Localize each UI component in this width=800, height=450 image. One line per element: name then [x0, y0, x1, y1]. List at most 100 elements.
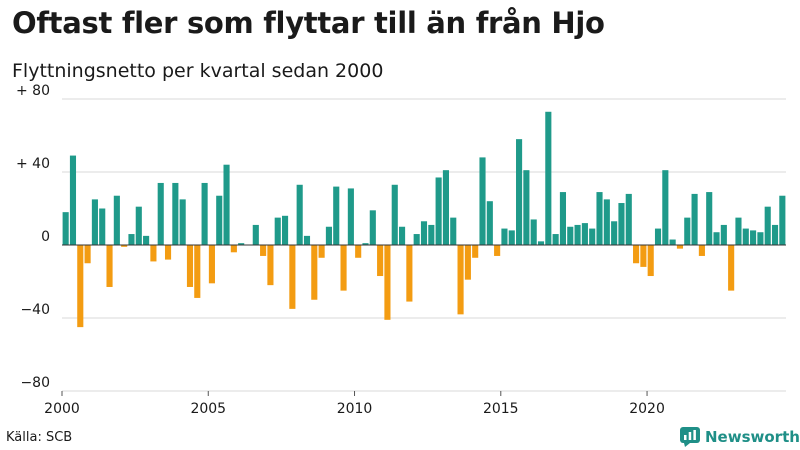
brand-logo: Newsworthy [680, 425, 800, 449]
bar [567, 226, 574, 245]
bar [735, 217, 742, 245]
bar [208, 245, 215, 284]
bar [545, 111, 552, 246]
bar [581, 223, 588, 245]
bar [106, 245, 113, 287]
bar [501, 228, 508, 245]
bar [377, 245, 384, 277]
x-tick-label: 2020 [629, 401, 665, 417]
y-axis-ticks: + 80 + 40 0 −40 −80 [16, 83, 50, 391]
y-tick-label: + 40 [16, 156, 50, 172]
bar [647, 245, 654, 277]
bar [713, 232, 720, 245]
bar [742, 228, 749, 245]
chart-subtitle: Flyttningsnetto per kvartal sedan 2000 [12, 60, 384, 82]
bar [494, 245, 501, 256]
bar [450, 217, 457, 245]
bar [172, 182, 179, 245]
bar [691, 193, 698, 245]
source-note: Källa: SCB [6, 430, 73, 445]
bar [150, 245, 157, 262]
y-tick-label: −40 [20, 302, 50, 318]
bar [186, 245, 194, 287]
bar [164, 245, 172, 260]
bar [457, 245, 464, 315]
bar [135, 206, 142, 245]
chart-title: Oftast fler som flyttar till än från Hjo [12, 6, 605, 40]
bar [91, 199, 98, 245]
bar [223, 164, 230, 245]
bar [479, 157, 486, 245]
bar [362, 243, 369, 245]
bar [654, 228, 662, 245]
bar [281, 215, 289, 245]
x-axis-ticks: 2000 2005 2010 2015 2020 [44, 391, 665, 417]
bar [406, 245, 413, 302]
x-tick-label: 2010 [337, 401, 373, 417]
bar [516, 139, 523, 245]
bar [318, 245, 325, 258]
bar [771, 224, 779, 245]
bar [69, 155, 77, 245]
bar [750, 230, 757, 245]
bar [274, 217, 281, 245]
bar [662, 170, 669, 245]
brand-name: Newsworthy [705, 428, 800, 446]
bar [369, 210, 376, 245]
bar [325, 226, 332, 245]
bar [559, 192, 567, 245]
bar [121, 245, 128, 247]
x-tick-label: 2000 [44, 401, 80, 417]
bar [530, 219, 537, 245]
bar [113, 195, 120, 245]
x-tick-label: 2005 [190, 401, 226, 417]
bar [157, 182, 164, 245]
bar [260, 245, 267, 256]
bar [252, 224, 259, 245]
x-tick-label: 2015 [483, 401, 519, 417]
bar [84, 245, 91, 264]
bar [603, 199, 610, 245]
bar [128, 234, 135, 245]
bar [472, 245, 479, 258]
newsworthy-logo-icon [680, 427, 700, 447]
bar [289, 245, 296, 309]
bar [676, 245, 684, 249]
bar [706, 192, 713, 245]
bar [201, 182, 208, 245]
bar [267, 245, 274, 286]
bar [179, 199, 186, 245]
bar [62, 212, 69, 245]
bar [230, 245, 237, 253]
bar [238, 243, 245, 245]
bar [303, 235, 311, 245]
bar [435, 177, 442, 245]
bar [442, 170, 449, 245]
bar [589, 228, 596, 245]
bar [720, 224, 727, 245]
bar [399, 226, 406, 245]
bar [523, 170, 530, 245]
bar [633, 245, 640, 264]
bar [596, 192, 603, 245]
bars [62, 111, 786, 328]
bar [552, 234, 559, 245]
bar [333, 186, 340, 245]
bar [537, 241, 545, 245]
bar [611, 221, 618, 245]
y-tick-label: −80 [20, 375, 50, 391]
bar [669, 239, 676, 245]
bar [428, 224, 435, 245]
bar [698, 245, 705, 256]
bar [99, 208, 106, 245]
bar [355, 245, 362, 258]
bar [216, 195, 223, 245]
y-tick-label: + 80 [16, 83, 50, 99]
bar [574, 224, 581, 245]
bar [391, 184, 398, 245]
bar [684, 217, 691, 245]
bar [77, 245, 84, 328]
bar [618, 203, 625, 245]
bar [420, 221, 428, 245]
bar [464, 245, 471, 280]
